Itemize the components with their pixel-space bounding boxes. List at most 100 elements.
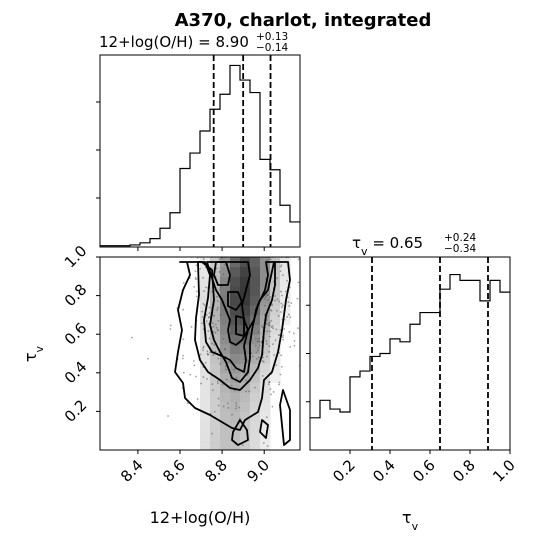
scatter-point (293, 344, 296, 347)
scatter-point (275, 309, 278, 312)
scatter-point (169, 324, 172, 327)
scatter-point (216, 306, 219, 309)
scatter-point (272, 391, 275, 393)
density-cell (260, 305, 271, 316)
scatter-point (281, 304, 284, 307)
density-cell (230, 421, 241, 432)
density-cell (220, 363, 231, 374)
scatter-point (195, 264, 198, 267)
density-cell (240, 314, 251, 326)
scatter-point (218, 288, 221, 291)
scatter-point (215, 326, 218, 329)
scatter-point (212, 325, 215, 328)
scatter-point (222, 337, 225, 340)
density-cell (220, 411, 231, 422)
density-cell (220, 372, 231, 383)
density-cell (200, 353, 211, 364)
scatter-point (261, 326, 264, 329)
scatter-point (257, 356, 260, 359)
scatter-point (222, 405, 225, 408)
scatter-point (241, 444, 244, 447)
scatter-point (216, 309, 218, 311)
scatter-point (271, 325, 274, 328)
scatter-point (265, 416, 268, 419)
tau-summary-sub: v (361, 245, 368, 258)
scatter-point (211, 322, 214, 325)
density-cell (240, 430, 251, 441)
density-cell (250, 430, 261, 441)
scatter-point (193, 360, 195, 362)
scatter-point (214, 350, 217, 353)
tau-x-tick-labels: 0.2 0.4 0.6 0.8 1.0 (329, 456, 519, 486)
tau-summary-value: = 0.65 (368, 234, 424, 252)
density-cell (220, 285, 231, 297)
scatter-point (211, 383, 214, 386)
scatter-point (283, 328, 286, 330)
density-cell (250, 421, 261, 432)
tau-y-tick-label-0: 0.2 (61, 396, 91, 426)
density-cell (260, 392, 271, 403)
scatter-point (279, 270, 282, 273)
density-cell (220, 401, 231, 412)
scatter-point (202, 303, 205, 305)
oh-summary-value: 8.90 (215, 33, 248, 51)
scatter-point (216, 295, 219, 298)
scatter-point (269, 258, 272, 261)
density-cell (200, 372, 211, 383)
scatter-point (272, 343, 274, 346)
density-cell (250, 285, 261, 297)
density-cell (260, 324, 271, 335)
density-cell (260, 363, 271, 374)
density-cell (230, 411, 241, 422)
scatter-point (208, 312, 211, 315)
scatter-point (182, 308, 185, 311)
scatter-point (231, 413, 233, 416)
scatter-point (257, 331, 260, 334)
scatter-point (269, 296, 272, 298)
density-cell (220, 382, 231, 393)
scatter-point (201, 316, 204, 318)
scatter-point (266, 294, 268, 296)
scatter-point (262, 356, 264, 359)
scatter-point (221, 383, 224, 386)
scatter-point (281, 274, 284, 277)
scatter-point (202, 345, 205, 348)
density-cell (210, 363, 221, 374)
scatter-point (268, 345, 271, 348)
tau-x-tick-label-4: 1.0 (489, 456, 519, 486)
scatter-point (230, 384, 233, 387)
density-cell (200, 343, 211, 354)
scatter-point (207, 322, 210, 325)
scatter-point (206, 378, 208, 380)
scatter-point (277, 315, 280, 317)
density-cell (200, 314, 211, 326)
scatter-point (182, 282, 185, 284)
density-cell (200, 401, 211, 412)
density-cell (230, 382, 241, 393)
scatter-point (273, 299, 276, 302)
scatter-point (199, 267, 202, 270)
scatter-point (200, 382, 203, 385)
scatter-point (268, 381, 271, 383)
density-cell (260, 440, 271, 450)
density-cell (210, 285, 221, 297)
scatter-point (203, 290, 205, 293)
scatter-point (256, 340, 259, 343)
x-axis-label-tau-main: τ (402, 508, 412, 527)
density-cell (250, 343, 261, 354)
scatter-point (199, 353, 202, 356)
scatter-point (268, 350, 271, 353)
density-cell (270, 324, 281, 335)
density-cell (250, 372, 261, 383)
density-cell (210, 430, 221, 441)
scatter-point (280, 306, 283, 309)
scatter-point (270, 319, 273, 322)
oh-x-tick-label-1: 8.6 (159, 456, 189, 486)
scatter-point (217, 404, 220, 407)
density-cell (220, 440, 231, 450)
scatter-point (207, 353, 210, 356)
scatter-point (217, 357, 220, 360)
scatter-point (274, 295, 277, 297)
tau-histogram-line (310, 273, 510, 419)
scatter-point (204, 304, 206, 307)
